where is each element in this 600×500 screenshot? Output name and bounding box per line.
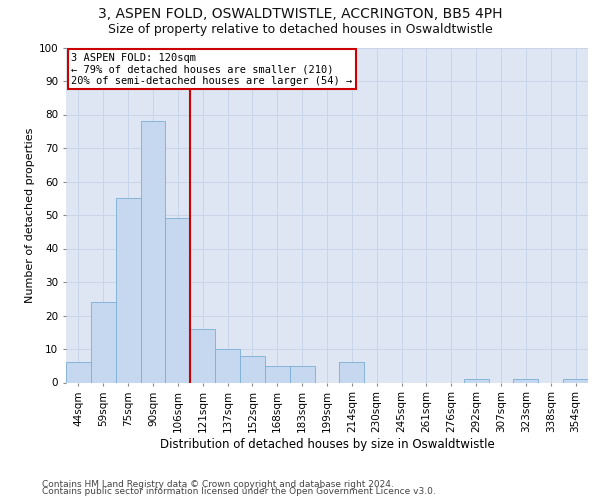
Bar xyxy=(464,379,488,382)
Bar xyxy=(265,366,290,382)
Bar xyxy=(166,218,190,382)
Bar xyxy=(290,366,314,382)
Text: Contains HM Land Registry data © Crown copyright and database right 2024.: Contains HM Land Registry data © Crown c… xyxy=(42,480,394,489)
Text: Size of property relative to detached houses in Oswaldtwistle: Size of property relative to detached ho… xyxy=(107,22,493,36)
Bar xyxy=(116,198,140,382)
Bar xyxy=(563,379,588,382)
Bar xyxy=(190,329,215,382)
Bar xyxy=(66,362,91,382)
Bar xyxy=(91,302,116,382)
Bar xyxy=(215,349,240,382)
Bar xyxy=(140,121,166,382)
X-axis label: Distribution of detached houses by size in Oswaldtwistle: Distribution of detached houses by size … xyxy=(160,438,494,451)
Bar xyxy=(240,356,265,382)
Bar xyxy=(514,379,538,382)
Y-axis label: Number of detached properties: Number of detached properties xyxy=(25,128,35,302)
Text: Contains public sector information licensed under the Open Government Licence v3: Contains public sector information licen… xyxy=(42,487,436,496)
Text: 3 ASPEN FOLD: 120sqm
← 79% of detached houses are smaller (210)
20% of semi-deta: 3 ASPEN FOLD: 120sqm ← 79% of detached h… xyxy=(71,52,352,86)
Bar xyxy=(340,362,364,382)
Text: 3, ASPEN FOLD, OSWALDTWISTLE, ACCRINGTON, BB5 4PH: 3, ASPEN FOLD, OSWALDTWISTLE, ACCRINGTON… xyxy=(98,8,502,22)
